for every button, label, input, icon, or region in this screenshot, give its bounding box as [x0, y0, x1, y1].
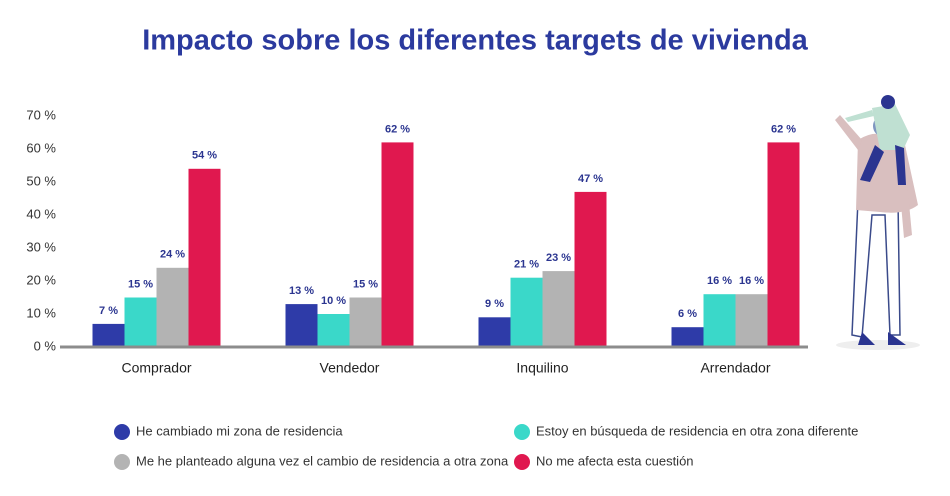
bar: [285, 304, 318, 347]
value-label: 9 %: [485, 298, 504, 310]
bar: [349, 297, 382, 347]
chart-title: Impacto sobre los diferentes targets de …: [142, 25, 808, 57]
legend-marker: [114, 454, 130, 470]
value-label: 62 %: [771, 123, 796, 135]
bar: [574, 191, 607, 347]
x-tick-label: Vendedor: [320, 360, 380, 376]
bar: [156, 267, 189, 347]
y-tick-label: 40 %: [26, 206, 56, 221]
value-label: 7 %: [99, 305, 118, 317]
legend-label: No me afecta esta cuestión: [536, 453, 694, 468]
legend-label: Estoy en búsqueda de residencia en otra …: [536, 423, 858, 438]
y-tick-label: 50 %: [26, 173, 56, 188]
value-label: 54 %: [192, 150, 217, 162]
bar: [735, 294, 768, 347]
y-tick-label: 0 %: [34, 338, 57, 353]
bar: [317, 314, 350, 347]
bar: [671, 327, 704, 347]
value-label: 16 %: [707, 275, 732, 287]
legend-label: Me he planteado alguna vez el cambio de …: [136, 453, 509, 468]
y-tick-label: 20 %: [26, 272, 56, 287]
bar: [542, 271, 575, 347]
y-tick-label: 70 %: [26, 107, 56, 122]
value-label: 47 %: [578, 173, 603, 185]
legend-marker: [514, 424, 530, 440]
value-label: 24 %: [160, 249, 185, 261]
y-tick-label: 60 %: [26, 140, 56, 155]
legend-marker: [114, 424, 130, 440]
value-label: 16 %: [739, 275, 764, 287]
value-label: 21 %: [514, 259, 539, 271]
value-label: 15 %: [128, 278, 153, 290]
legend-label: He cambiado mi zona de residencia: [136, 423, 343, 438]
value-label: 10 %: [321, 295, 346, 307]
value-label: 6 %: [678, 308, 697, 320]
bar: [188, 168, 221, 347]
bar: [703, 294, 736, 347]
y-tick-label: 30 %: [26, 239, 56, 254]
x-tick-label: Inquilino: [516, 360, 568, 376]
bar: [767, 142, 800, 347]
bar: [124, 297, 157, 347]
value-label: 23 %: [546, 252, 571, 264]
value-label: 15 %: [353, 278, 378, 290]
bar: [92, 323, 125, 347]
x-tick-label: Comprador: [121, 360, 191, 376]
illustration: [835, 95, 920, 350]
x-tick-label: Arrendador: [700, 360, 770, 376]
value-label: 62 %: [385, 123, 410, 135]
value-label: 13 %: [289, 285, 314, 297]
y-tick-label: 10 %: [26, 305, 56, 320]
bar: [381, 142, 414, 347]
legend-marker: [514, 454, 530, 470]
bar: [510, 277, 543, 347]
bar: [478, 317, 511, 347]
